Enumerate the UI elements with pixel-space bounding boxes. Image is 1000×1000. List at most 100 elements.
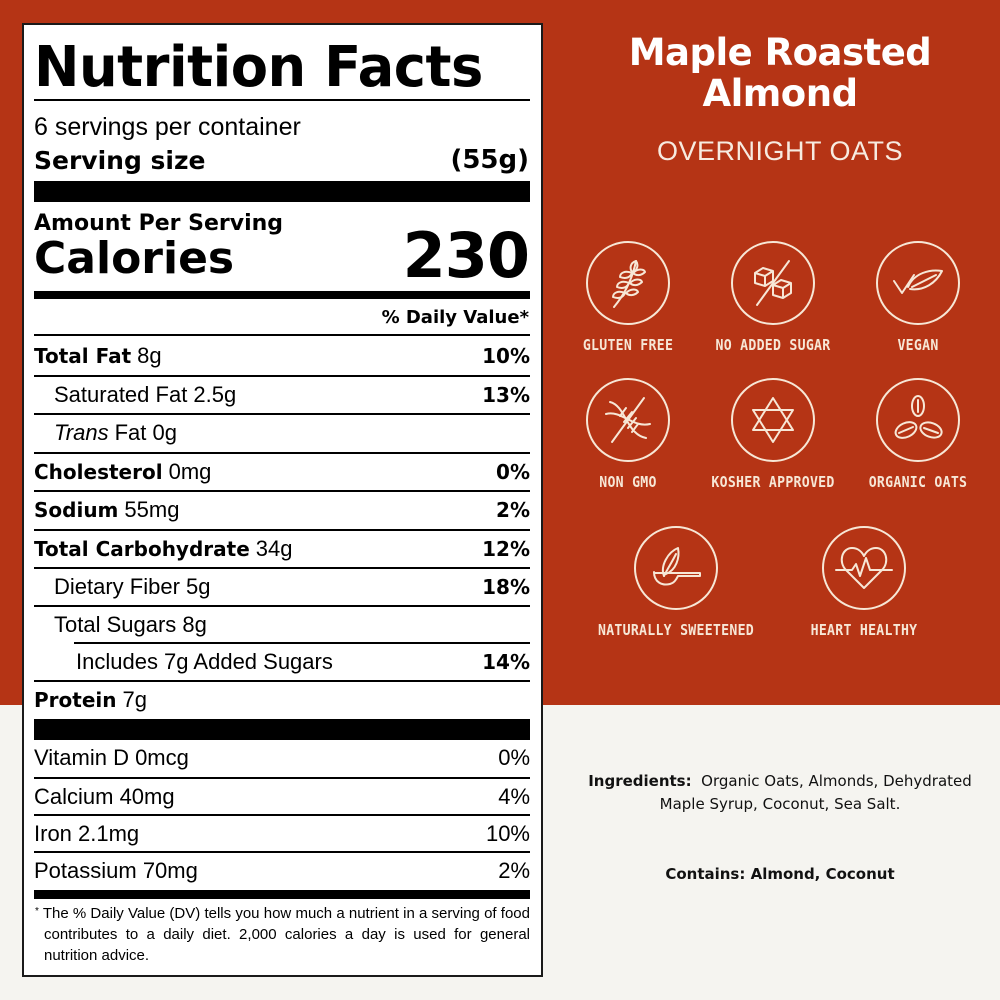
nutrient-name: Includes 7g Added Sugars [76, 649, 333, 674]
nutrient-row-sodium: Sodium 55mg 2% [34, 491, 530, 529]
nutrient-row-trans-fat: Trans Fat 0g [34, 414, 530, 452]
micronutrient-name: Potassium 70mg [34, 858, 198, 883]
divider [34, 99, 530, 101]
badge-label: HEART HEALTHY [810, 621, 918, 639]
medium-divider [34, 890, 530, 899]
divider [34, 375, 530, 377]
serving-size-label: Serving size [34, 146, 206, 175]
nutrient-amount: 55mg [124, 497, 180, 522]
heart-pulse-icon [822, 526, 906, 610]
divider [34, 605, 530, 607]
footnote-mark: * [35, 906, 39, 917]
nutrient-dv: 18% [482, 575, 530, 599]
dna-crossed-icon [586, 378, 670, 462]
badge-label: VEGAN [897, 336, 939, 354]
badge-label: NON GMO [599, 473, 657, 491]
micronutrient-row-calcium: Calcium 40mg 4% [34, 778, 530, 816]
divider [34, 490, 530, 492]
divider [34, 334, 530, 336]
divider [34, 777, 530, 779]
amount-per-serving: Amount Per Serving [34, 211, 284, 236]
badge-kosher-approved: KOSHER APPROVED [678, 378, 868, 491]
divider [34, 814, 530, 816]
badge-naturally-sweetened: NATURALLY SWEETENED [581, 526, 771, 639]
micronutrient-row-vitamin-d: Vitamin D 0mcg 0% [34, 739, 530, 777]
divider [34, 567, 530, 569]
nutrient-amount: 34g [255, 536, 293, 561]
allergen-contains: Contains: Almond, Coconut [665, 865, 895, 883]
nutrient-name: Total Carbohydrate [34, 537, 250, 561]
nutrition-title: Nutrition Facts [34, 35, 483, 100]
nutrient-name: Total Sugars 8g [54, 612, 207, 637]
badge-non-gmo: NON GMO [533, 378, 723, 491]
nutrient-row-cholesterol: Cholesterol 0mg 0% [34, 453, 530, 491]
nutrient-name: Saturated Fat 2.5g [54, 382, 237, 407]
ingredients-text: Organic Oats, Almonds, Dehydrated Maple … [659, 772, 972, 813]
badge-label: NATURALLY SWEETENED [597, 621, 755, 639]
badge-label: ORGANIC OATS [868, 473, 968, 491]
thick-divider [34, 181, 530, 202]
nutrient-row-added-sugars: Includes 7g Added Sugars 14% [34, 643, 530, 681]
star-of-david-icon [731, 378, 815, 462]
divider [34, 680, 530, 682]
micronutrient-name: Iron 2.1mg [34, 821, 140, 846]
badge-vegan: VEGAN [823, 241, 1000, 354]
ingredients-block: Ingredients: Organic Oats, Almonds, Dehy… [580, 770, 980, 816]
divider [34, 413, 530, 415]
nutrient-dv: 2% [496, 498, 530, 522]
nutrient-name: Fat 0g [114, 420, 177, 445]
micronutrient-row-iron: Iron 2.1mg 10% [34, 815, 530, 853]
nutrient-name: Protein [34, 688, 117, 712]
nutrient-row-saturated-fat: Saturated Fat 2.5g 13% [34, 376, 530, 414]
footnote-text: The % Daily Value (DV) tells you how muc… [42, 905, 530, 964]
nutrient-row-total-carbohydrate: Total Carbohydrate 34g 12% [34, 530, 530, 568]
calories-value: 230 [402, 219, 530, 292]
nutrition-facts-panel: Nutrition Facts 6 servings per container… [22, 23, 543, 977]
oat-grains-icon [876, 378, 960, 462]
nutrient-amount: 7g [122, 687, 147, 712]
divider [34, 851, 530, 853]
badge-label: NO ADDED SUGAR [715, 336, 831, 354]
sugar-cubes-crossed-icon [731, 241, 815, 325]
divider [74, 642, 530, 644]
badge-label: GLUTEN FREE [582, 336, 674, 354]
badge-gluten-free: GLUTEN FREE [533, 241, 723, 354]
nutrient-row-total-sugars: Total Sugars 8g [34, 606, 530, 644]
nutrient-dv: 12% [482, 537, 530, 561]
leaf-spoon-icon [634, 526, 718, 610]
nutrient-dv: 13% [482, 383, 530, 407]
nutrient-name: Dietary Fiber 5g [54, 574, 211, 599]
thick-divider [34, 719, 530, 740]
nutrient-name: Sodium [34, 498, 119, 522]
nutrient-dv: 0% [496, 460, 530, 484]
product-title-line1: Maple Roasted [628, 31, 932, 74]
nutrient-row-total-fat: Total Fat 8g 10% [34, 337, 530, 375]
servings-per-container: 6 servings per container [34, 113, 301, 141]
leaf-check-icon [876, 241, 960, 325]
nutrient-dv: 10% [482, 344, 530, 368]
product-subtitle: OVERNIGHT OATS [656, 136, 904, 166]
badge-heart-healthy: HEART HEALTHY [769, 526, 959, 639]
divider [34, 529, 530, 531]
product-title: Maple Roasted Almond [560, 32, 1000, 114]
micronutrient-name: Calcium 40mg [34, 784, 175, 809]
calories-label: Calories [34, 233, 235, 284]
nutrient-name: Total Fat [34, 344, 132, 368]
medium-divider [34, 291, 530, 299]
serving-size-value: (55g) [450, 145, 529, 175]
ingredients-label: Ingredients: [588, 772, 692, 790]
nutrient-amount: 0mg [168, 459, 212, 484]
daily-value-header: % Daily Value* [381, 307, 529, 328]
product-title-line2: Almond [702, 72, 858, 115]
badge-no-added-sugar: NO ADDED SUGAR [678, 241, 868, 354]
trans-label: Trans [54, 420, 109, 445]
micronutrient-dv: 10% [485, 821, 530, 846]
nutrient-name: Cholesterol [34, 460, 163, 484]
micronutrient-name: Vitamin D 0mcg [34, 745, 189, 770]
daily-value-footnote: * The % Daily Value (DV) tells you how m… [34, 901, 530, 966]
micronutrient-dv: 0% [498, 745, 530, 770]
badge-organic-oats: ORGANIC OATS [823, 378, 1000, 491]
nutrient-row-dietary-fiber: Dietary Fiber 5g 18% [34, 568, 530, 606]
micronutrient-dv: 2% [498, 858, 530, 883]
divider [34, 452, 530, 454]
